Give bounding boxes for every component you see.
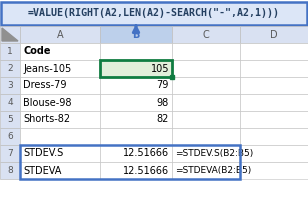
FancyBboxPatch shape: [0, 162, 20, 179]
FancyBboxPatch shape: [172, 94, 240, 111]
FancyBboxPatch shape: [240, 60, 308, 77]
Text: Blouse-98: Blouse-98: [23, 97, 71, 107]
Text: 12.51666: 12.51666: [123, 165, 169, 176]
FancyBboxPatch shape: [20, 94, 100, 111]
Text: =STDEV.S(B2:B5): =STDEV.S(B2:B5): [175, 149, 253, 158]
FancyBboxPatch shape: [172, 145, 240, 162]
FancyBboxPatch shape: [100, 111, 172, 128]
FancyBboxPatch shape: [100, 43, 172, 60]
Text: 98: 98: [157, 97, 169, 107]
FancyBboxPatch shape: [240, 145, 308, 162]
FancyBboxPatch shape: [100, 60, 172, 77]
FancyBboxPatch shape: [172, 43, 240, 60]
Text: A: A: [57, 29, 63, 39]
FancyBboxPatch shape: [100, 128, 172, 145]
Text: Code: Code: [23, 47, 51, 56]
FancyBboxPatch shape: [240, 77, 308, 94]
Text: 1: 1: [7, 47, 13, 56]
Text: Dress-79: Dress-79: [23, 81, 67, 91]
Bar: [170, 75, 174, 79]
FancyBboxPatch shape: [20, 60, 100, 77]
FancyBboxPatch shape: [240, 43, 308, 60]
Text: 2: 2: [7, 64, 13, 73]
Text: 5: 5: [7, 115, 13, 124]
FancyBboxPatch shape: [20, 128, 100, 145]
FancyBboxPatch shape: [0, 43, 20, 60]
FancyBboxPatch shape: [0, 128, 20, 145]
FancyBboxPatch shape: [240, 26, 308, 43]
Text: B: B: [132, 29, 140, 39]
FancyBboxPatch shape: [100, 94, 172, 111]
FancyBboxPatch shape: [1, 2, 307, 25]
FancyBboxPatch shape: [0, 26, 20, 43]
FancyBboxPatch shape: [172, 128, 240, 145]
Text: 82: 82: [157, 114, 169, 124]
Text: =VALUE(RIGHT(A2,LEN(A2)-SEARCH("-",A2,1))): =VALUE(RIGHT(A2,LEN(A2)-SEARCH("-",A2,1)…: [28, 8, 280, 18]
FancyBboxPatch shape: [0, 77, 20, 94]
FancyBboxPatch shape: [20, 77, 100, 94]
FancyBboxPatch shape: [0, 94, 20, 111]
FancyBboxPatch shape: [20, 26, 100, 43]
Polygon shape: [2, 28, 18, 41]
Text: STDEV.S: STDEV.S: [23, 149, 63, 159]
FancyBboxPatch shape: [0, 145, 20, 162]
FancyBboxPatch shape: [100, 162, 172, 179]
Text: 7: 7: [7, 149, 13, 158]
FancyBboxPatch shape: [172, 77, 240, 94]
FancyBboxPatch shape: [20, 111, 100, 128]
FancyBboxPatch shape: [0, 60, 20, 77]
FancyBboxPatch shape: [0, 111, 20, 128]
Text: STDEVA: STDEVA: [23, 165, 61, 176]
FancyBboxPatch shape: [240, 162, 308, 179]
FancyBboxPatch shape: [240, 128, 308, 145]
FancyBboxPatch shape: [172, 26, 240, 43]
Text: 4: 4: [7, 98, 13, 107]
Text: 8: 8: [7, 166, 13, 175]
Text: 3: 3: [7, 81, 13, 90]
FancyBboxPatch shape: [240, 94, 308, 111]
FancyBboxPatch shape: [20, 43, 100, 60]
FancyBboxPatch shape: [20, 145, 100, 162]
FancyBboxPatch shape: [240, 111, 308, 128]
Text: =STDEVA(B2:B5): =STDEVA(B2:B5): [175, 166, 251, 175]
Text: Shorts-82: Shorts-82: [23, 114, 70, 124]
FancyBboxPatch shape: [100, 145, 172, 162]
Text: 12.51666: 12.51666: [123, 149, 169, 159]
FancyBboxPatch shape: [100, 26, 172, 43]
Text: 105: 105: [151, 64, 169, 74]
Text: C: C: [203, 29, 209, 39]
Text: 6: 6: [7, 132, 13, 141]
FancyBboxPatch shape: [172, 111, 240, 128]
Text: 79: 79: [157, 81, 169, 91]
FancyBboxPatch shape: [20, 162, 100, 179]
FancyBboxPatch shape: [172, 162, 240, 179]
FancyBboxPatch shape: [172, 60, 240, 77]
Text: Jeans-105: Jeans-105: [23, 64, 71, 74]
FancyBboxPatch shape: [100, 77, 172, 94]
Text: D: D: [270, 29, 278, 39]
